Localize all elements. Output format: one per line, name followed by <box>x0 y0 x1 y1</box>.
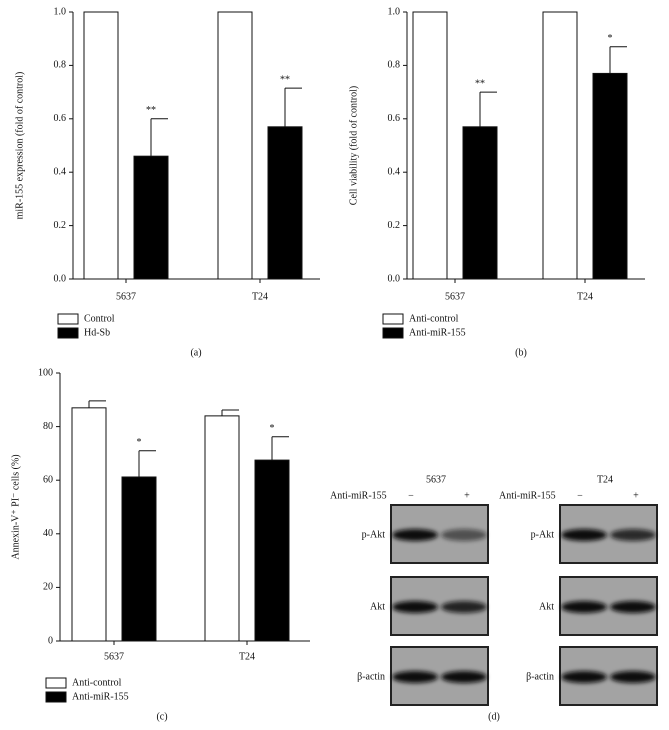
bar <box>412 11 448 280</box>
row-label: p-Akt <box>531 529 555 540</box>
blot-band <box>441 671 487 683</box>
blot-band <box>392 671 438 683</box>
bar <box>462 126 498 280</box>
y-tick-label: 0.4 <box>54 166 67 177</box>
blot-band <box>610 671 656 683</box>
x-tick-label: T24 <box>239 651 255 662</box>
lane-label: + <box>633 490 639 501</box>
y-tick-label: 0.4 <box>388 166 401 177</box>
blot-band <box>610 529 656 541</box>
bar <box>133 155 169 280</box>
legend-label: Control <box>84 313 115 324</box>
legend-swatch <box>45 691 67 703</box>
legend-label: Anti-control <box>409 313 459 324</box>
blot-band <box>392 529 438 541</box>
row-label: p-Akt <box>362 529 386 540</box>
y-tick-label: 80 <box>43 421 53 432</box>
y-axis-label: Cell viability (fold of control) <box>348 86 359 205</box>
blot-band <box>441 529 487 541</box>
significance-mark: ** <box>475 78 485 89</box>
y-axis-label: miR-155 expression (fold of control) <box>14 72 25 220</box>
y-tick-label: 0.2 <box>54 220 67 231</box>
blot-band <box>561 529 607 541</box>
legend-swatch <box>45 677 67 689</box>
significance-mark: ** <box>146 105 156 116</box>
y-tick-label: 0.6 <box>54 113 67 124</box>
legend-swatch <box>382 313 404 325</box>
blot-band <box>561 601 607 613</box>
row-label: β-actin <box>526 671 554 682</box>
y-tick-label: 1.0 <box>388 6 401 17</box>
y-tick-label: 0.8 <box>54 60 67 71</box>
x-tick-label: 5637 <box>104 651 124 662</box>
bar <box>71 407 107 642</box>
legend-label: Anti-control <box>72 677 122 688</box>
y-tick-label: 0.0 <box>54 273 67 284</box>
x-tick-label: T24 <box>252 291 268 302</box>
y-tick-label: 1.0 <box>54 6 67 17</box>
bar <box>217 11 253 280</box>
y-tick-label: 40 <box>43 528 53 539</box>
bar <box>121 476 157 642</box>
treatment-label: Anti-miR-155 <box>330 490 387 501</box>
significance-mark: * <box>137 437 142 448</box>
y-tick-label: 0 <box>48 635 53 646</box>
bar <box>267 126 303 280</box>
lane-label: + <box>464 490 470 501</box>
y-tick-label: 0.6 <box>388 113 401 124</box>
blot-band <box>561 671 607 683</box>
y-axis-label: Annexin-V⁺ PI⁻ cells (%) <box>10 454 21 559</box>
lane-label: − <box>577 490 583 501</box>
legend-label: Anti-miR-155 <box>72 691 129 702</box>
legend-swatch <box>57 327 79 339</box>
significance-mark: ** <box>280 74 290 85</box>
row-label: β-actin <box>357 671 385 682</box>
bar <box>83 11 119 280</box>
y-tick-label: 20 <box>43 582 53 593</box>
legend-label: Hd-Sb <box>84 327 110 338</box>
cell-line-label: T24 <box>597 474 613 485</box>
y-tick-label: 0.2 <box>388 220 401 231</box>
row-label: Akt <box>539 601 554 612</box>
x-tick-label: 5637 <box>116 291 136 302</box>
significance-mark: * <box>608 33 613 44</box>
lane-label: − <box>408 490 414 501</box>
legend-label: Anti-miR-155 <box>409 327 466 338</box>
cell-line-label: 5637 <box>426 474 446 485</box>
blot-band <box>610 601 656 613</box>
y-tick-label: 100 <box>38 367 53 378</box>
y-tick-label: 0.8 <box>388 60 401 71</box>
legend-swatch <box>57 313 79 325</box>
bar <box>592 72 628 280</box>
bar <box>204 415 240 642</box>
row-label: Akt <box>370 601 385 612</box>
significance-mark: * <box>270 423 275 434</box>
blot-band <box>441 601 487 613</box>
treatment-label: Anti-miR-155 <box>499 490 556 501</box>
x-tick-label: 5637 <box>445 291 465 302</box>
panel-label: (a) <box>190 347 201 358</box>
panel-label: (d) <box>488 711 500 722</box>
y-tick-label: 0.0 <box>388 273 401 284</box>
panel-label: (c) <box>156 711 167 722</box>
blot-band <box>392 601 438 613</box>
y-tick-label: 60 <box>43 474 53 485</box>
legend-swatch <box>382 327 404 339</box>
bar <box>254 459 290 642</box>
x-tick-label: T24 <box>577 291 593 302</box>
bar <box>542 11 578 280</box>
panel-label: (b) <box>515 347 527 358</box>
